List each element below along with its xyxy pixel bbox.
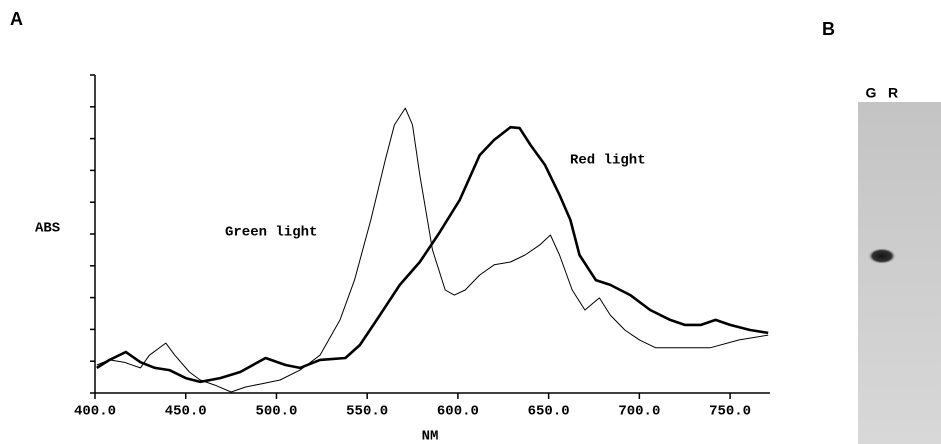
lane-label: R bbox=[888, 85, 898, 101]
spectrum-line bbox=[96, 107, 769, 393]
x-tick-label: 450.0 bbox=[165, 404, 207, 420]
gel-image bbox=[858, 102, 941, 444]
series-annotation: Green light bbox=[225, 225, 317, 241]
y-axis-label: ABS bbox=[35, 221, 60, 237]
lane-label: G bbox=[866, 85, 877, 101]
x-tick-label: 400.0 bbox=[74, 404, 116, 420]
series-annotation: Red light bbox=[570, 153, 646, 169]
x-axis-label: NM bbox=[422, 429, 439, 444]
x-tick-label: 650.0 bbox=[528, 404, 570, 420]
panel-label: B bbox=[822, 19, 835, 39]
panel-label: A bbox=[10, 9, 23, 29]
gel-band bbox=[868, 248, 896, 264]
x-tick-label: 700.0 bbox=[618, 404, 660, 420]
x-tick-label: 600.0 bbox=[437, 404, 479, 420]
spectrum-line bbox=[96, 125, 769, 384]
x-tick-label: 550.0 bbox=[346, 404, 388, 420]
x-tick-label: 750.0 bbox=[709, 404, 751, 420]
x-tick-label: 500.0 bbox=[255, 404, 297, 420]
